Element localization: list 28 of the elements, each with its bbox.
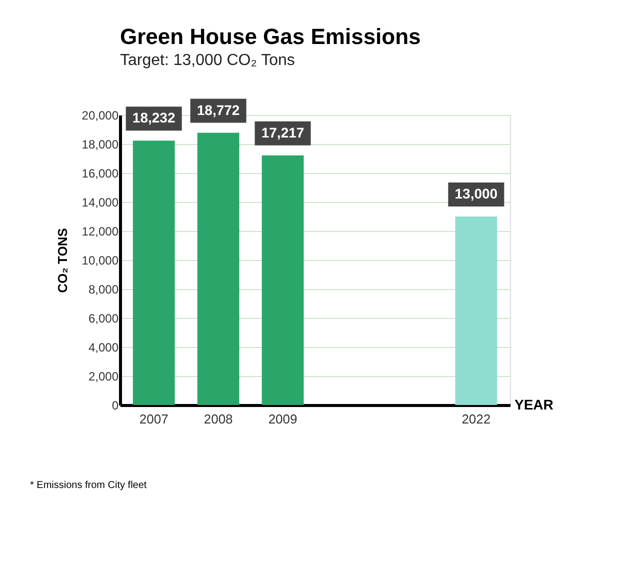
y-tick-label: 18,000 (82, 138, 119, 152)
bar (132, 140, 175, 405)
chart-subtitle: Target: 13,000 CO₂ Tons (120, 52, 295, 69)
y-tick-label: 2,000 (88, 370, 119, 384)
y-tick-label: 14,000 (82, 196, 119, 210)
text: * Emissions from City fleet (30, 480, 147, 491)
bar (262, 155, 304, 405)
y-tick-label: 12,000 (82, 224, 119, 238)
y-tick-label: 16,000 (82, 166, 119, 180)
x-tick-label: 2009 (268, 412, 298, 426)
bar (197, 132, 240, 405)
data-label: 13,000 (454, 186, 498, 202)
y-tick-label: 20,000 (82, 108, 119, 122)
y-tick-label: 0 (112, 398, 119, 412)
x-tick-label: 2007 (139, 412, 168, 426)
chart-title: Green House Gas Emissions (120, 24, 421, 49)
x-axis-title: YEAR (514, 396, 554, 412)
y-tick-label: 8,000 (88, 282, 119, 296)
y-tick-label: 6,000 (88, 312, 119, 326)
data-label: 17,217 (261, 124, 304, 140)
x-tick-label: 2022 (462, 412, 491, 426)
y-tick-label: 10,000 (82, 254, 119, 268)
bar (455, 216, 498, 405)
data-label: 18,772 (196, 102, 240, 118)
y-tick-label: 4,000 (88, 340, 119, 354)
y-axis-title: CO₂ TONS (54, 228, 70, 293)
x-tick-label: 2008 (204, 412, 233, 426)
data-label: 18,232 (132, 110, 176, 126)
